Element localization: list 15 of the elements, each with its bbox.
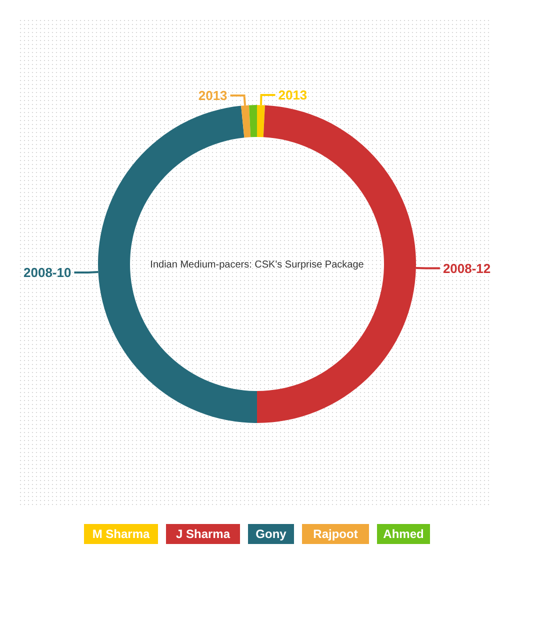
text: 2013: [278, 88, 308, 103]
legend-label: Rajpoot: [313, 527, 358, 542]
text: 2008-10: [23, 265, 72, 280]
legend-label: Gony: [256, 527, 287, 542]
donut-slice: [257, 105, 416, 423]
legend-label: J Sharma: [176, 527, 230, 542]
donut-slice: [241, 105, 251, 138]
text: 2008-12: [442, 260, 491, 276]
text: Indian Medium-pacers: CSK's Surprise Package: [150, 260, 364, 270]
donut-slice: [98, 106, 257, 423]
legend-label: Ahmed: [383, 527, 424, 542]
donut-slice: [249, 105, 257, 138]
text: 2013: [198, 88, 228, 104]
donut-slice: [257, 105, 265, 138]
legend-label: M Sharma: [92, 527, 150, 542]
